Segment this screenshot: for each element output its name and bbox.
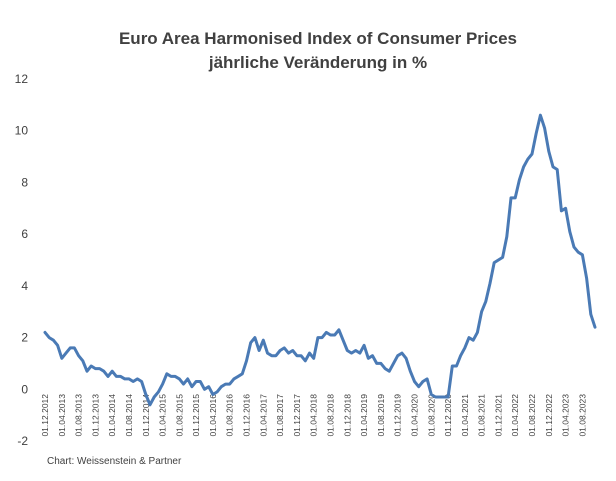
x-tick-label: 01.04.2019 [359, 394, 369, 437]
x-tick-label: 01.12.2021 [493, 394, 503, 437]
x-tick-label: 01.08.2018 [325, 394, 335, 437]
x-tick-label: 01.08.2016 [225, 394, 235, 437]
x-tick-label: 01.08.2023 [577, 394, 587, 437]
x-tick-label: 01.04.2020 [409, 394, 419, 437]
x-tick-label: 01.04.2017 [258, 394, 268, 437]
x-tick-label: 01.12.2014 [141, 394, 151, 437]
y-tick-label: 12 [15, 72, 29, 86]
x-tick-label: 01.04.2013 [57, 394, 67, 437]
x-axis: 01.12.2012 01.04.2013 01.08.2013 01.12.2013… [40, 394, 587, 437]
x-tick-label: 01.04.2021 [460, 394, 470, 437]
x-tick-label: 01.12.2016 [242, 394, 252, 437]
x-tick-label: 01.08.2020 [426, 394, 436, 437]
x-tick-label: 01.04.2014 [107, 394, 117, 437]
chart-subtitle: jährliche Veränderung in % [208, 53, 427, 72]
x-tick-label: 01.08.2017 [275, 394, 285, 437]
plot-area [43, 113, 597, 407]
x-tick-label: 01.08.2014 [124, 394, 134, 437]
y-tick-label: 0 [21, 382, 28, 396]
x-tick-label: 01.04.2018 [309, 394, 319, 437]
x-tick-label: 01.04.2023 [561, 394, 571, 437]
x-tick-label: 01.08.2015 [174, 394, 184, 437]
x-tick-label: 01.08.2021 [477, 394, 487, 437]
x-tick-label: 01.08.2022 [527, 394, 537, 437]
x-tick-label: 01.12.2022 [544, 394, 554, 437]
y-tick-label: 6 [21, 227, 28, 241]
x-tick-label: 01.12.2015 [191, 394, 201, 437]
x-tick-label: 01.12.2020 [443, 394, 453, 437]
chart-credit: Chart: Weissenstein & Partner [47, 456, 182, 467]
x-tick-label: 01.08.2013 [74, 394, 84, 437]
x-tick-label: 01.04.2022 [510, 394, 520, 437]
y-tick-label: 4 [21, 279, 28, 293]
x-tick-label: 01.08.2019 [376, 394, 386, 437]
x-tick-label: 01.12.2018 [342, 394, 352, 437]
y-tick-label: 8 [21, 175, 28, 189]
y-tick-label: 10 [15, 124, 29, 138]
x-tick-label: 01.12.2012 [40, 394, 50, 437]
x-tick-label: 01.12.2017 [292, 394, 302, 437]
x-tick-label: 01.04.2016 [208, 394, 218, 437]
x-tick-label: 01.12.2019 [393, 394, 403, 437]
y-tick-label: 2 [21, 331, 28, 345]
chart-title: Euro Area Harmonised Index of Consumer P… [119, 29, 517, 48]
y-axis: -2 0 2 4 6 8 10 12 [15, 72, 29, 448]
y-tick-label: -2 [17, 434, 28, 448]
x-tick-label: 01.04.2015 [158, 394, 168, 437]
x-tick-label: 01.12.2013 [90, 394, 100, 437]
series-line [43, 113, 597, 407]
